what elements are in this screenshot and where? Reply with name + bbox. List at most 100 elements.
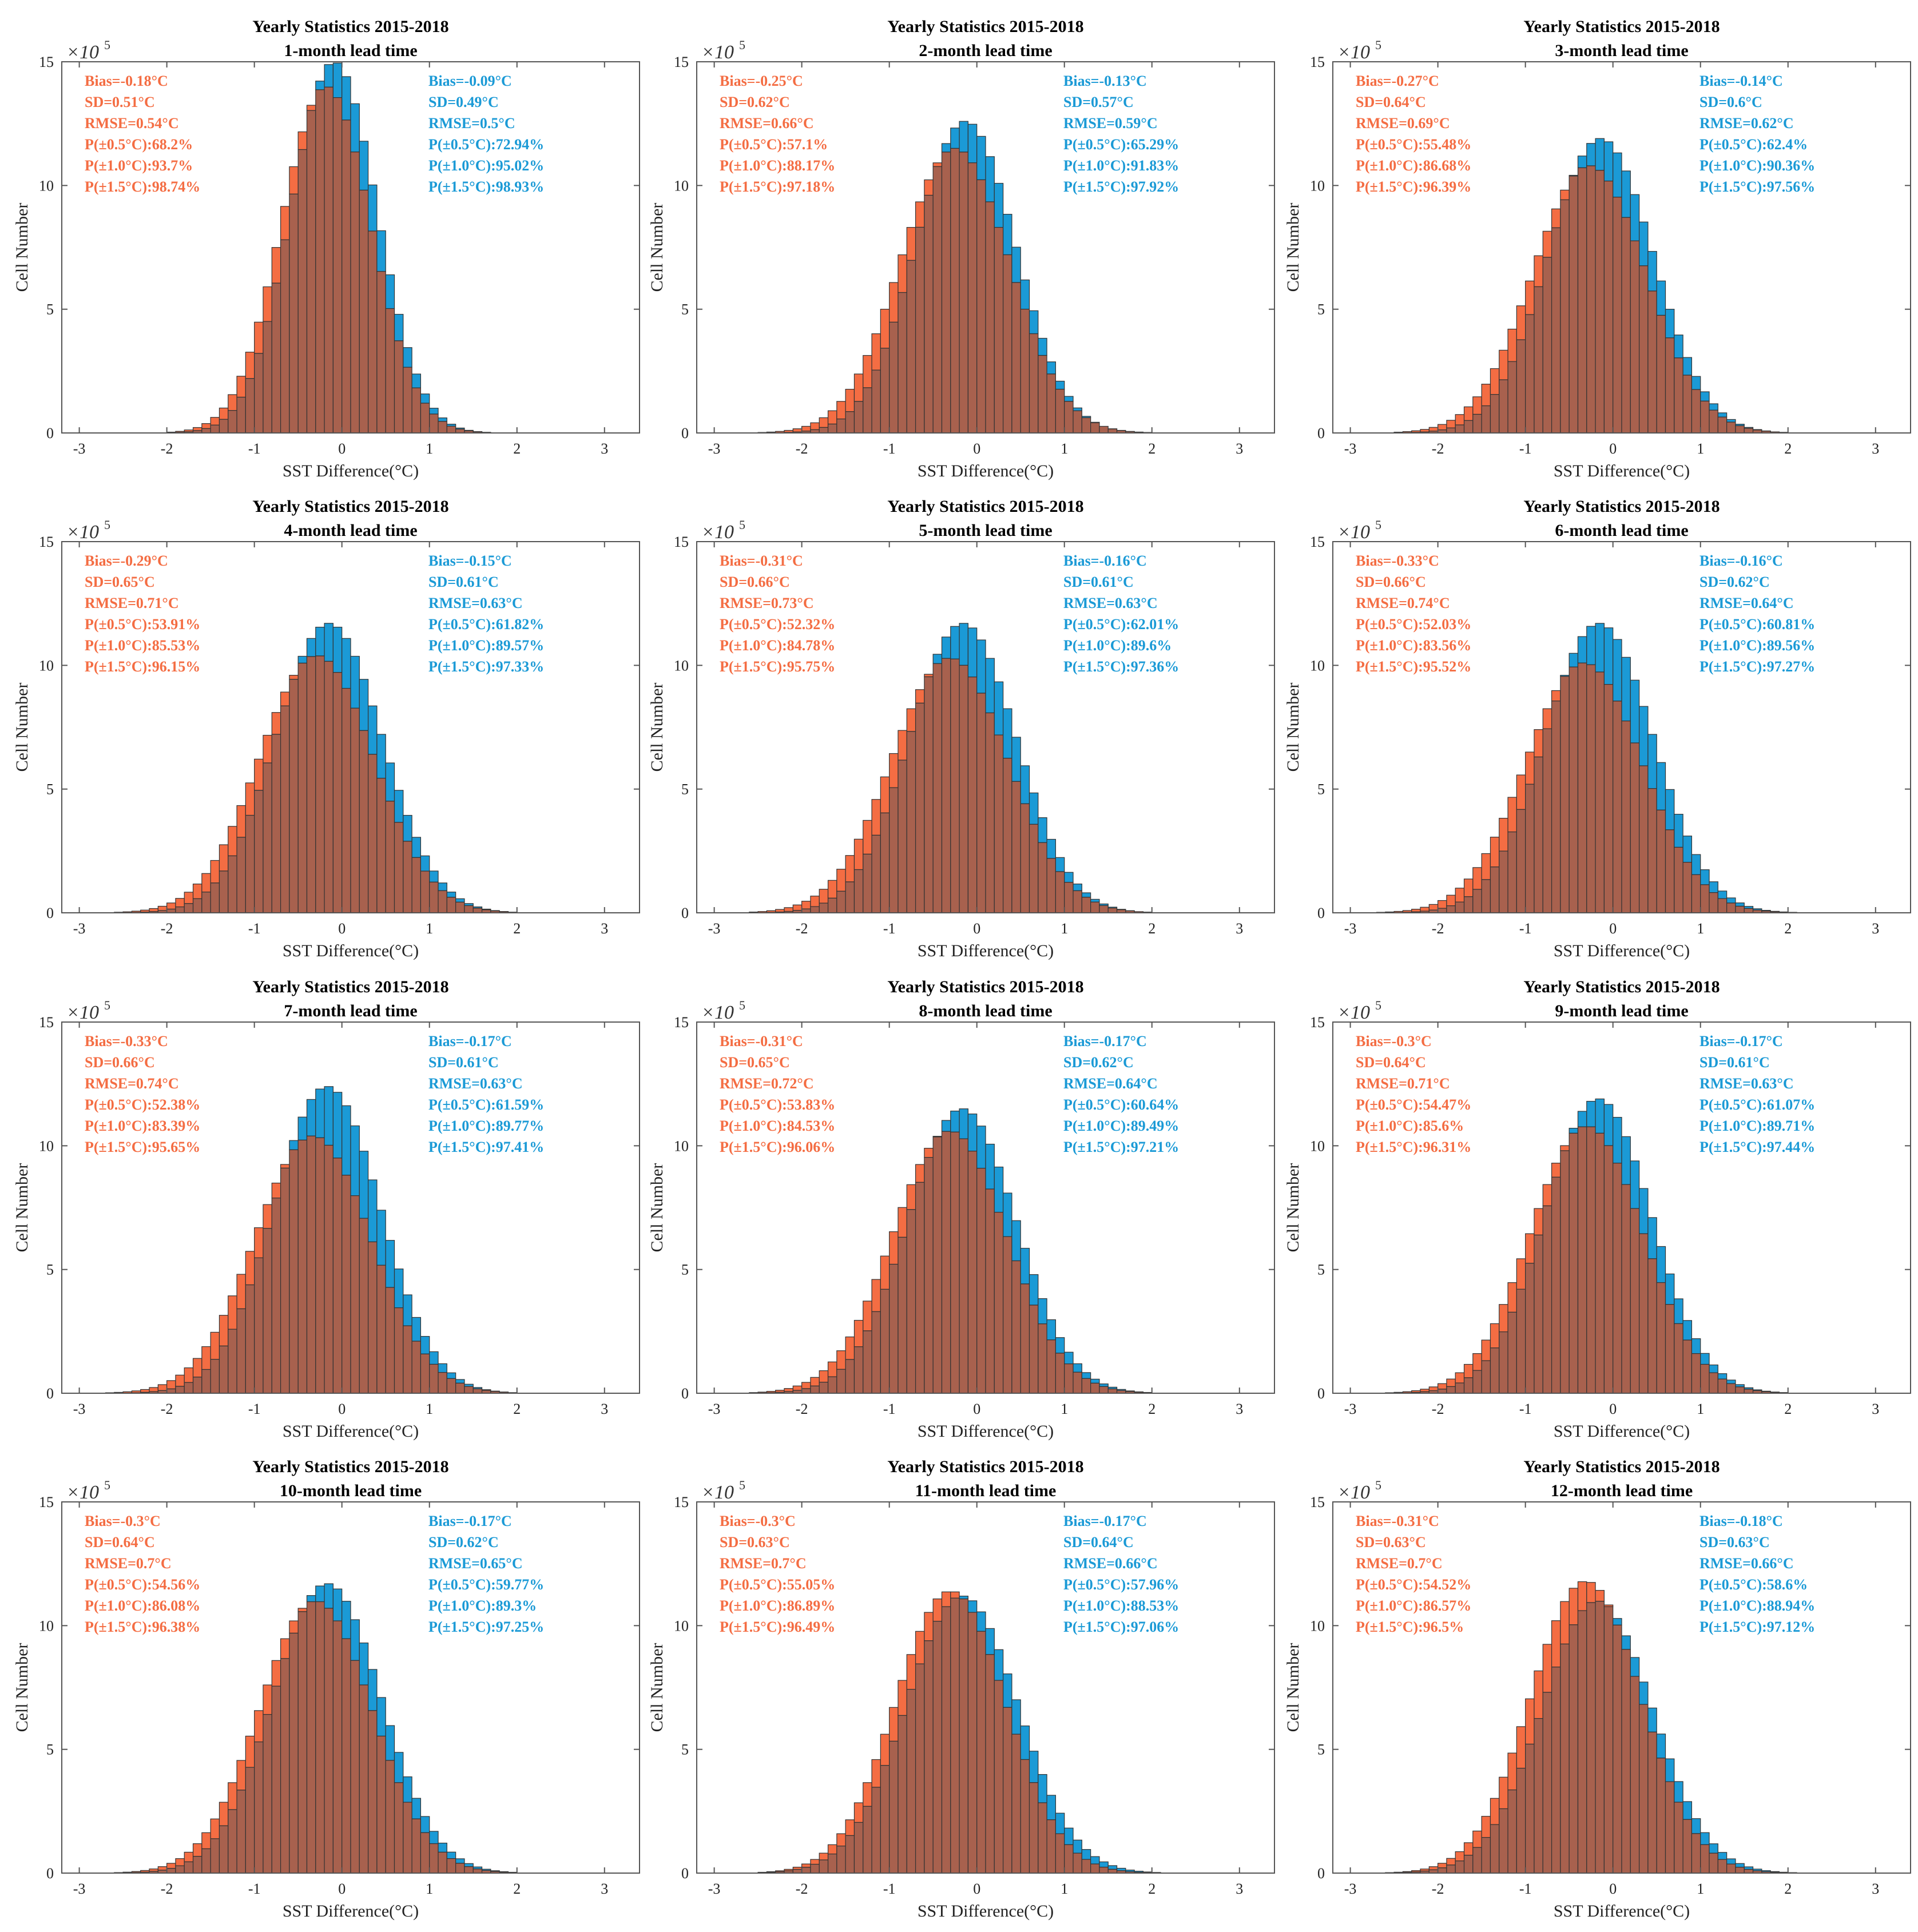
bar-overlap-13 xyxy=(184,903,194,913)
bar-orange-22 xyxy=(1534,1670,1543,1719)
axes-frame xyxy=(696,61,1275,434)
bar-overlap-35 xyxy=(1647,291,1657,434)
x-tick-label: 3 xyxy=(1872,920,1879,937)
bar-overlap-19 xyxy=(871,1787,881,1874)
bar-blue-35 xyxy=(1011,1220,1021,1262)
stat-blue: Bias=-0.17°C xyxy=(1699,1033,1783,1050)
bar-orange-15 xyxy=(201,423,211,429)
bar-overlap-17 xyxy=(1490,394,1500,434)
bar-overlap-34 xyxy=(1639,765,1649,913)
bar-blue-27 xyxy=(941,143,951,153)
bar-overlap-22 xyxy=(1534,286,1543,434)
stat-orange: P(±1.0°C):84.78% xyxy=(720,637,835,654)
bar-orange-18 xyxy=(1499,1776,1508,1810)
bar-orange-9 xyxy=(149,1869,158,1872)
bar-orange-21 xyxy=(254,1227,264,1258)
bar-blue-28 xyxy=(1586,143,1596,166)
stat-blue: Bias=-0.13°C xyxy=(1063,73,1147,89)
bar-orange-19 xyxy=(871,1759,881,1788)
bar-overlap-46 xyxy=(1107,1388,1118,1394)
stat-orange: P(±0.5°C):52.38% xyxy=(85,1096,200,1113)
bar-overlap-33 xyxy=(994,226,1004,434)
x-axis-label: SST Difference(°C) xyxy=(283,941,419,960)
bar-orange-22 xyxy=(1534,729,1543,758)
bar-overlap-15 xyxy=(201,892,211,913)
y-exponent: 5 xyxy=(739,38,745,52)
bar-blue-29 xyxy=(324,64,333,88)
bar-overlap-30 xyxy=(332,1620,343,1874)
bar-overlap-41 xyxy=(1064,1844,1074,1874)
bar-overlap-36 xyxy=(1020,1283,1030,1394)
chart-subtitle: 11-month lead time xyxy=(915,1481,1057,1500)
x-tick-label: 3 xyxy=(601,1881,608,1897)
bar-overlap-21 xyxy=(1525,784,1535,913)
y-multiplier: ×10 xyxy=(701,1002,734,1023)
x-tick-label: -1 xyxy=(883,440,896,457)
bar-orange-14 xyxy=(827,410,837,425)
x-tick-label: -1 xyxy=(883,1881,896,1897)
bar-overlap-43 xyxy=(446,1858,456,1874)
bar-blue-37 xyxy=(394,313,404,341)
histogram-bars xyxy=(114,1583,518,1874)
bar-overlap-38 xyxy=(1038,1802,1047,1874)
bar-overlap-21 xyxy=(1525,1743,1535,1874)
stat-orange: P(±1.0°C):83.39% xyxy=(85,1118,200,1134)
bar-orange-24 xyxy=(280,691,290,706)
bar-blue-30 xyxy=(967,124,978,164)
bar-overlap-31 xyxy=(976,693,986,913)
bar-overlap-35 xyxy=(1011,1260,1021,1394)
bar-overlap-36 xyxy=(1020,308,1030,434)
x-tick-label: 3 xyxy=(601,920,608,937)
x-tick-label: 2 xyxy=(1784,1401,1792,1417)
stat-orange: P(±1.5°C):95.65% xyxy=(85,1139,200,1155)
y-tick-label: 15 xyxy=(674,54,689,70)
bar-orange-17 xyxy=(853,1802,864,1823)
bar-overlap-26 xyxy=(297,662,308,913)
bar-overlap-16 xyxy=(845,1359,855,1394)
chart-subtitle: 2-month lead time xyxy=(919,41,1052,60)
y-axis-label: Cell Number xyxy=(1284,203,1303,292)
bar-blue-40 xyxy=(420,393,430,404)
bar-orange-25 xyxy=(1560,189,1570,200)
bar-blue-35 xyxy=(376,1697,386,1737)
bar-orange-25 xyxy=(924,1147,934,1158)
bar-blue-37 xyxy=(1029,792,1039,825)
bar-blue-38 xyxy=(1674,813,1683,848)
bar-blue-38 xyxy=(403,1294,412,1326)
bar-overlap-40 xyxy=(1055,871,1065,913)
y-tick-label: 15 xyxy=(1310,534,1325,550)
bar-overlap-27 xyxy=(1577,1610,1587,1874)
bar-blue-28 xyxy=(315,1585,325,1603)
bar-overlap-45 xyxy=(1099,1386,1109,1394)
bar-overlap-16 xyxy=(210,424,220,434)
y-exponent: 5 xyxy=(1375,518,1381,532)
bar-blue-32 xyxy=(985,156,995,202)
stat-blue: P(±0.5°C):72.94% xyxy=(428,136,544,153)
bar-overlap-27 xyxy=(941,1606,951,1874)
bar-overlap-12 xyxy=(175,906,185,913)
stat-blue: Bias=-0.14°C xyxy=(1699,73,1783,89)
bar-orange-24 xyxy=(1551,1163,1561,1178)
bar-overlap-28 xyxy=(1586,1602,1596,1874)
bar-orange-16 xyxy=(1481,1339,1491,1361)
bar-overlap-43 xyxy=(1717,898,1728,913)
x-axis-label: SST Difference(°C) xyxy=(283,1902,419,1921)
bar-overlap-44 xyxy=(455,1382,465,1394)
bar-overlap-15 xyxy=(1472,414,1482,434)
bar-orange-19 xyxy=(1507,1282,1517,1313)
bar-overlap-20 xyxy=(880,1289,890,1394)
stat-orange: RMSE=0.69°C xyxy=(1356,115,1450,132)
bar-orange-10 xyxy=(792,904,803,911)
x-axis-label: SST Difference(°C) xyxy=(918,941,1054,960)
bar-overlap-19 xyxy=(236,837,246,913)
bar-overlap-21 xyxy=(1525,314,1535,434)
bar-orange-25 xyxy=(289,1620,299,1634)
bar-blue-34 xyxy=(368,1669,378,1711)
bar-blue-27 xyxy=(1577,156,1587,168)
bar-overlap-29 xyxy=(959,1138,968,1394)
x-tick-label: -1 xyxy=(248,1881,261,1897)
bar-overlap-39 xyxy=(411,1818,422,1874)
y-tick-label: 5 xyxy=(46,781,54,798)
bar-overlap-15 xyxy=(1472,1370,1482,1394)
bar-orange-12 xyxy=(175,1374,185,1387)
